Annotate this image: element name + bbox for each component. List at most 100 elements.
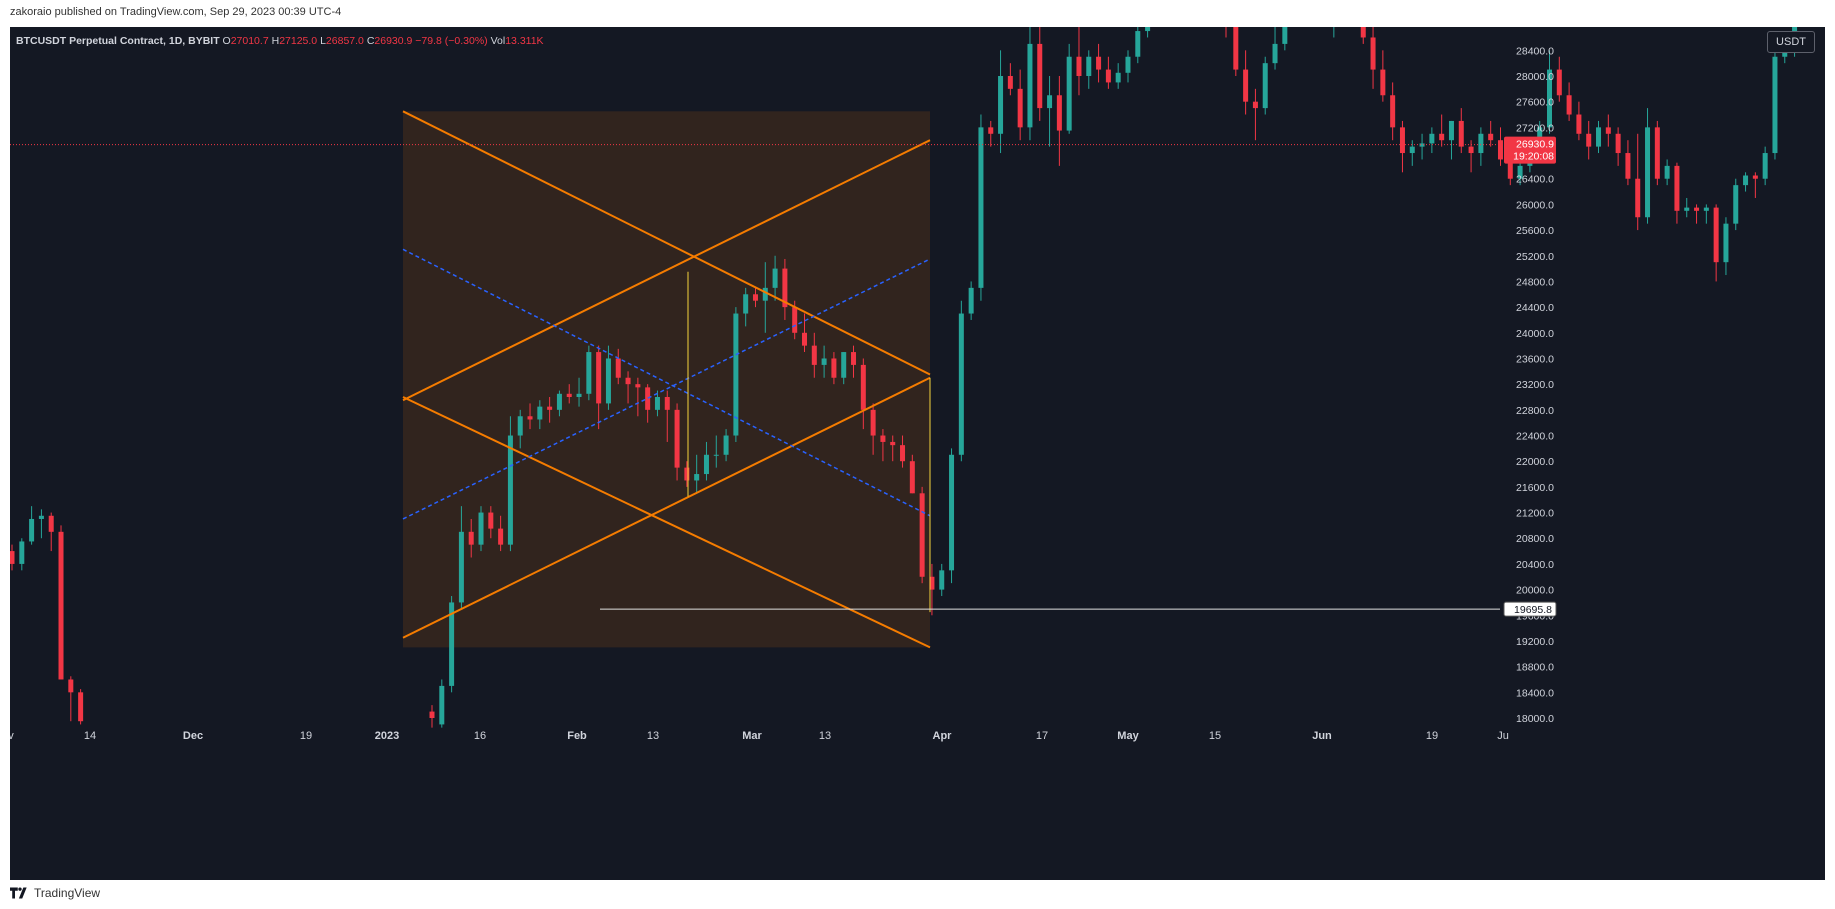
candle-body bbox=[1762, 153, 1768, 179]
candle-body bbox=[1096, 56, 1102, 70]
x-tick-label: Jun bbox=[1312, 730, 1332, 742]
candle-body bbox=[576, 393, 582, 397]
candle-body bbox=[811, 345, 817, 365]
y-tick-label: 28000.0 bbox=[1516, 71, 1554, 83]
tradingview-logo-icon bbox=[10, 887, 27, 899]
candle-body bbox=[939, 570, 945, 590]
y-tick-label: 28400.0 bbox=[1516, 45, 1554, 57]
candle-body bbox=[1439, 133, 1445, 141]
candle-body bbox=[958, 313, 964, 455]
channel-line-lower-asc bbox=[402, 376, 931, 639]
x-tick-label: ov bbox=[10, 730, 14, 742]
candle-body bbox=[1772, 56, 1778, 154]
candle-body bbox=[1047, 95, 1053, 109]
candle-body bbox=[1037, 43, 1043, 109]
y-tick-label: 18400.0 bbox=[1516, 687, 1554, 699]
x-tick-label: 13 bbox=[647, 730, 659, 742]
candle-body bbox=[1409, 146, 1415, 154]
candle-body bbox=[703, 454, 709, 475]
candle-body bbox=[1017, 88, 1023, 128]
candle-body bbox=[1713, 207, 1719, 263]
candlestick-chart[interactable]: 18000.018400.018800.019200.019600.020000… bbox=[10, 27, 1825, 880]
candle-body bbox=[860, 364, 866, 410]
y-tick-label: 20000.0 bbox=[1516, 585, 1554, 597]
x-tick-label: Mar bbox=[742, 730, 762, 742]
y-tick-label: 26400.0 bbox=[1516, 174, 1554, 186]
channel-line-lower-desc bbox=[402, 396, 931, 649]
y-tick-label: 23200.0 bbox=[1516, 379, 1554, 391]
candle-body bbox=[1115, 72, 1121, 83]
candle-body bbox=[586, 352, 592, 394]
candle-body bbox=[1645, 127, 1651, 218]
candle-body bbox=[1743, 175, 1749, 186]
candle-body bbox=[664, 397, 670, 410]
y-tick-label: 18000.0 bbox=[1516, 713, 1554, 725]
y-tick-label: 21600.0 bbox=[1516, 482, 1554, 494]
candle-body bbox=[625, 377, 631, 385]
candle-body bbox=[1448, 120, 1454, 141]
candle-body bbox=[733, 313, 739, 436]
candle-body bbox=[1664, 165, 1670, 179]
y-tick-label: 20400.0 bbox=[1516, 559, 1554, 571]
y-tick-label: 25600.0 bbox=[1516, 225, 1554, 237]
candle-body bbox=[870, 409, 876, 436]
y-tick-label: 23600.0 bbox=[1516, 353, 1554, 365]
candle-body bbox=[1488, 133, 1494, 141]
candle-body bbox=[1380, 69, 1386, 96]
candle-body bbox=[752, 294, 758, 301]
candle-body bbox=[1282, 27, 1288, 44]
candle-body bbox=[1105, 69, 1111, 83]
candle-body bbox=[517, 416, 523, 436]
high-label: H bbox=[271, 35, 280, 47]
currency-unit-button[interactable]: USDT bbox=[1767, 31, 1815, 53]
candle-body bbox=[743, 294, 749, 314]
candle-body bbox=[645, 387, 651, 410]
candle-body bbox=[1135, 31, 1141, 57]
candle-body bbox=[1429, 133, 1435, 144]
candle-body bbox=[537, 406, 543, 420]
candle-body bbox=[1125, 56, 1131, 73]
candle-body bbox=[556, 393, 562, 410]
level-tag bbox=[1503, 601, 1557, 617]
candle-body bbox=[596, 352, 602, 404]
candle-body bbox=[1458, 120, 1464, 147]
candle-body bbox=[78, 692, 84, 722]
candle-body bbox=[1497, 140, 1503, 160]
y-tick-label: 26000.0 bbox=[1516, 199, 1554, 211]
candle-body bbox=[1674, 165, 1680, 211]
candle-body bbox=[1566, 95, 1572, 115]
candle-body bbox=[19, 541, 25, 564]
candle-body bbox=[507, 435, 513, 545]
candle-body bbox=[1694, 207, 1700, 211]
y-tick-label: 24400.0 bbox=[1516, 302, 1554, 314]
y-tick-label: 22000.0 bbox=[1516, 456, 1554, 468]
candle-body bbox=[929, 576, 935, 590]
candle-body bbox=[782, 268, 788, 308]
candle-body bbox=[792, 307, 798, 333]
symbol-legend: BTCUSDT Perpetual Contract, 1D, BYBIT O2… bbox=[16, 35, 544, 47]
footer-brand: TradingView bbox=[10, 886, 100, 900]
chart-panel[interactable]: 18000.018400.018800.019200.019600.020000… bbox=[10, 27, 1825, 880]
candle-body bbox=[1507, 159, 1513, 179]
candle-body bbox=[1478, 133, 1484, 154]
candle-body bbox=[851, 352, 857, 365]
low-label: L bbox=[320, 35, 326, 47]
candle-body bbox=[1635, 178, 1641, 218]
footer-brand-label: TradingView bbox=[34, 886, 101, 900]
candle-body bbox=[762, 287, 768, 301]
candle-body bbox=[694, 474, 700, 481]
x-tick-label: 17 bbox=[1036, 730, 1048, 742]
candle-body bbox=[831, 358, 837, 378]
x-tick-label: 16 bbox=[474, 730, 486, 742]
candle-body bbox=[900, 445, 906, 462]
close-value: 26930.9 bbox=[374, 35, 413, 47]
candle-body bbox=[449, 602, 455, 686]
candle-body bbox=[1752, 175, 1758, 179]
candle-body bbox=[1399, 127, 1405, 154]
countdown-label: 19:20:08 bbox=[1513, 151, 1554, 163]
candle-body bbox=[635, 384, 641, 388]
y-tick-label: 19200.0 bbox=[1516, 636, 1554, 648]
candle-body bbox=[821, 358, 827, 365]
change-value: −79.8 (−0.30%) bbox=[415, 35, 488, 47]
volume-label: Vol bbox=[490, 35, 506, 47]
